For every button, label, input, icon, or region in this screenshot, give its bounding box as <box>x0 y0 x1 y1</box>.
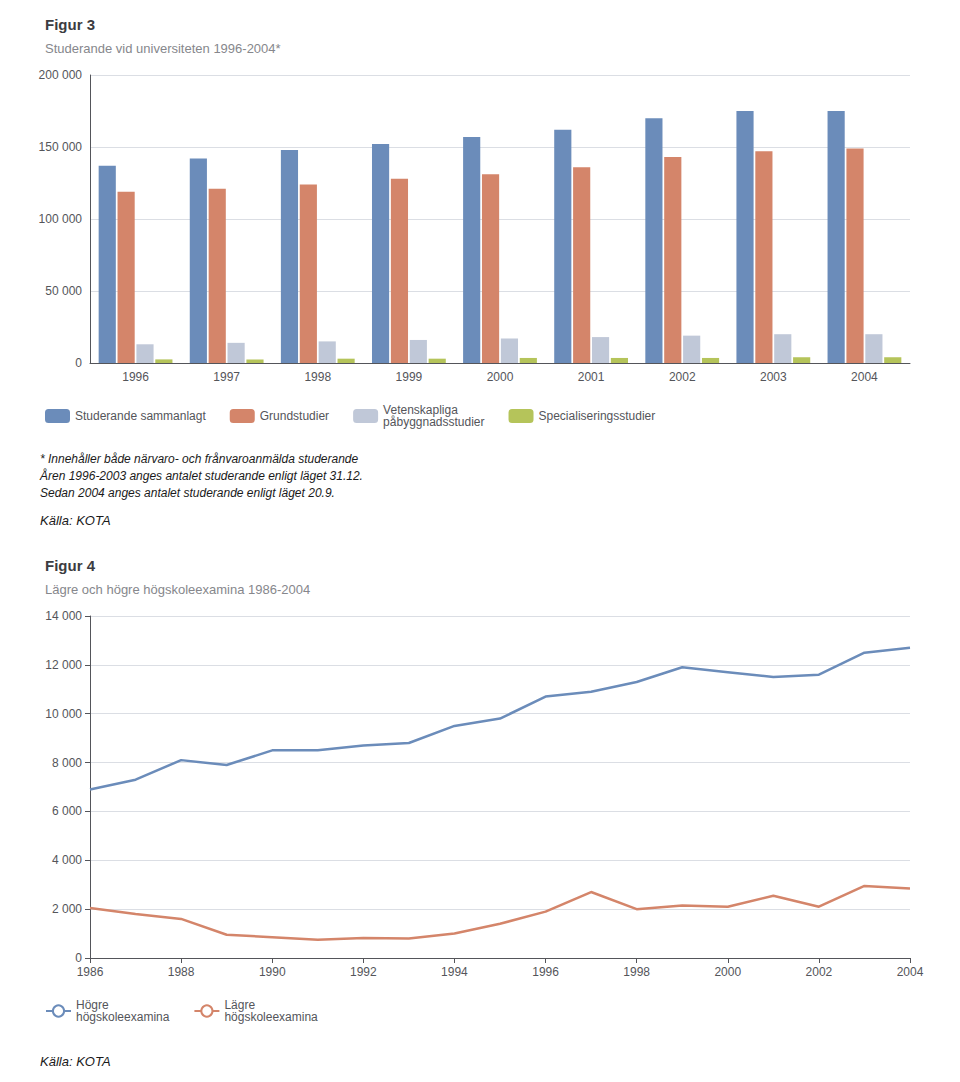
svg-text:Studerande sammanlagt: Studerande sammanlagt <box>75 409 206 423</box>
svg-text:1994: 1994 <box>441 965 468 979</box>
svg-text:Specialiseringsstudier: Specialiseringsstudier <box>539 409 656 423</box>
svg-text:2002: 2002 <box>806 965 833 979</box>
svg-text:Studerande vid universiteten 1: Studerande vid universiteten 1996-2004* <box>45 41 281 56</box>
svg-text:1998: 1998 <box>304 370 331 384</box>
svg-text:2001: 2001 <box>578 370 605 384</box>
svg-text:150 000: 150 000 <box>39 140 83 154</box>
svg-text:14 000: 14 000 <box>45 609 82 623</box>
svg-text:Källa: KOTA: Källa: KOTA <box>40 1054 111 1069</box>
svg-text:1999: 1999 <box>396 370 423 384</box>
svg-text:200 000: 200 000 <box>39 68 83 82</box>
svg-text:0: 0 <box>75 356 82 370</box>
svg-text:6 000: 6 000 <box>52 804 82 818</box>
svg-text:10 000: 10 000 <box>45 707 82 721</box>
svg-text:2 000: 2 000 <box>52 902 82 916</box>
svg-text:2004: 2004 <box>851 370 878 384</box>
svg-text:8 000: 8 000 <box>52 756 82 770</box>
svg-text:Högre: Högre <box>76 998 109 1012</box>
svg-text:2003: 2003 <box>760 370 787 384</box>
svg-text:4 000: 4 000 <box>52 853 82 867</box>
svg-text:1996: 1996 <box>532 965 559 979</box>
svg-text:1988: 1988 <box>168 965 195 979</box>
svg-text:Grundstudier: Grundstudier <box>260 409 329 423</box>
svg-text:12 000: 12 000 <box>45 658 82 672</box>
svg-text:Figur 4: Figur 4 <box>45 557 96 574</box>
svg-text:Vetenskapliga: Vetenskapliga <box>383 403 458 417</box>
svg-text:Åren 1996-2003 anges antalet s: Åren 1996-2003 anges antalet studerande … <box>39 468 363 483</box>
svg-text:0: 0 <box>75 951 82 965</box>
svg-text:1997: 1997 <box>213 370 240 384</box>
svg-text:2000: 2000 <box>714 965 741 979</box>
svg-text:Sedan 2004 anges antalet stude: Sedan 2004 anges antalet studerande enli… <box>40 486 335 500</box>
svg-text:Figur 3: Figur 3 <box>45 16 95 33</box>
svg-text:1996: 1996 <box>122 370 149 384</box>
svg-text:Lägre och högre högskoleexamin: Lägre och högre högskoleexamina 1986-200… <box>45 582 310 597</box>
svg-text:1990: 1990 <box>259 965 286 979</box>
svg-text:högskoleexamina: högskoleexamina <box>224 1010 318 1024</box>
svg-text:högskoleexamina: högskoleexamina <box>76 1010 170 1024</box>
svg-text:2004: 2004 <box>897 965 924 979</box>
svg-text:* Innehåller både närvaro- och: * Innehåller både närvaro- och frånvaroa… <box>40 452 359 466</box>
svg-text:1992: 1992 <box>350 965 377 979</box>
svg-text:50 000: 50 000 <box>45 284 82 298</box>
svg-text:Källa: KOTA: Källa: KOTA <box>40 513 111 528</box>
svg-text:1998: 1998 <box>623 965 650 979</box>
svg-text:100 000: 100 000 <box>39 212 83 226</box>
svg-text:Lägre: Lägre <box>224 998 256 1012</box>
svg-text:2002: 2002 <box>669 370 696 384</box>
svg-text:påbyggnadsstudier: påbyggnadsstudier <box>383 415 484 429</box>
svg-text:1986: 1986 <box>77 965 104 979</box>
svg-text:2000: 2000 <box>487 370 514 384</box>
